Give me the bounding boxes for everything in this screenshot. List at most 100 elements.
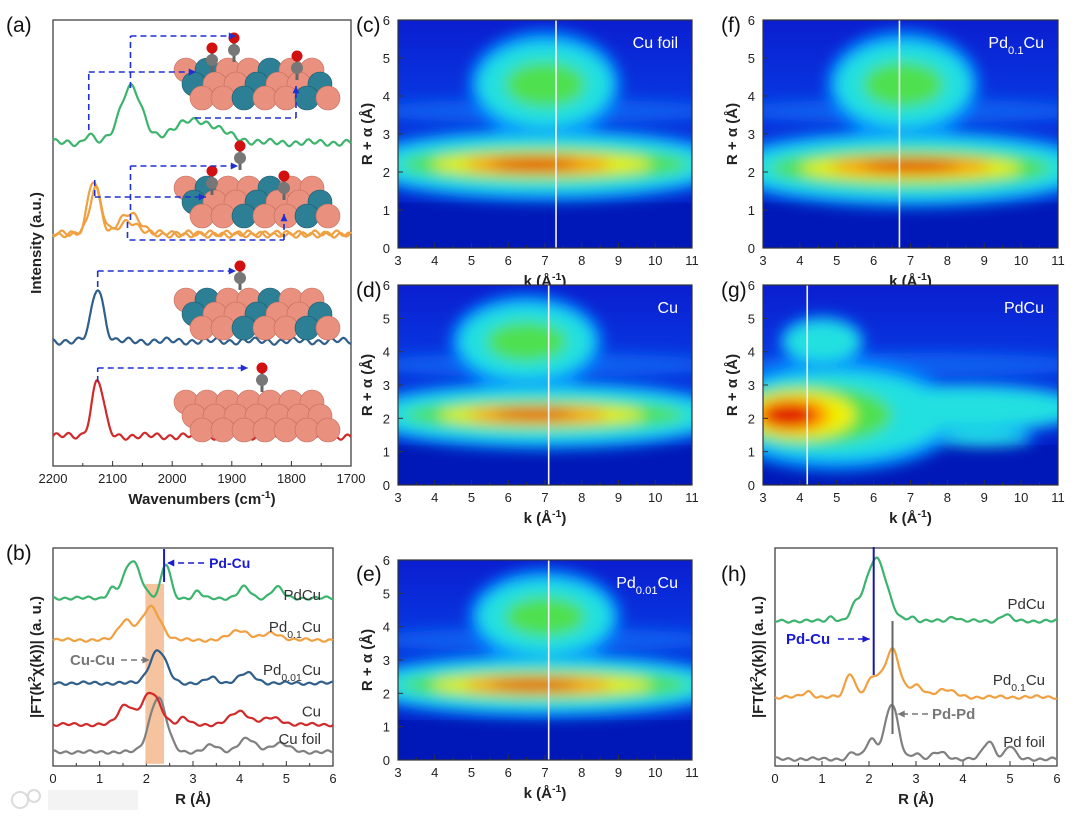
x-tick-label: 3	[394, 765, 401, 780]
cu-atom	[253, 316, 277, 340]
y-tick-label: 2	[748, 165, 755, 180]
x-axis-label: k (Å-1)	[524, 508, 567, 527]
x-tick-label: 5	[1006, 771, 1013, 786]
series-line	[53, 693, 333, 726]
y-axis-label: Intensity (a.u.)	[28, 192, 45, 294]
x-tick-label: 11	[1051, 490, 1065, 505]
x-axis-label-part: k (Å	[524, 785, 553, 802]
panel-label: (g)	[721, 279, 747, 302]
x-tick-label: 3	[189, 771, 196, 786]
sample-label-part: Cu foil	[633, 35, 678, 52]
panel-label: (b)	[6, 542, 32, 565]
oxygen-atom	[207, 166, 218, 177]
y-tick-label: 4	[383, 345, 390, 360]
x-tick-label: 7	[541, 253, 548, 268]
x-tick-label: 9	[981, 253, 988, 268]
x-tick-label: 7	[541, 490, 548, 505]
sample-label-part: Cu	[658, 575, 678, 592]
x-tick-label: 0	[49, 771, 56, 786]
series-label: Pd0.1Cu	[993, 672, 1045, 694]
pd-atom	[295, 204, 319, 228]
x-tick-label: 2000	[158, 471, 187, 486]
series-label-part: Cu	[1026, 672, 1045, 689]
oxygen-atom	[235, 261, 246, 272]
x-tick-label: 6	[505, 765, 512, 780]
y-axis-label-part: χ(k))| (a. u.)	[750, 596, 767, 676]
series-label: Cu	[302, 704, 321, 721]
x-tick-label: 4	[431, 253, 438, 268]
x-tick-label: 8	[944, 253, 951, 268]
x-tick-label: 11	[685, 253, 699, 268]
y-tick-label: 5	[383, 586, 390, 601]
heatmap-blob	[490, 159, 578, 170]
x-tick-label: 3	[394, 253, 401, 268]
x-tick-label: 1900	[217, 471, 246, 486]
x-tick-label: 9	[615, 765, 622, 780]
pd-atom	[232, 204, 256, 228]
x-tick-label: 5	[468, 765, 475, 780]
y-tick-label: 5	[748, 311, 755, 326]
arrowhead-icon	[898, 711, 905, 718]
x-axis-label-superscript: -1	[552, 271, 561, 283]
panel-label: (a)	[6, 14, 32, 37]
y-tick-label: 6	[383, 13, 390, 28]
heatmap-blob	[785, 322, 859, 362]
pd-atom	[295, 316, 319, 340]
sample-label-subscript: 0.01	[636, 585, 658, 597]
y-tick-label: 0	[748, 478, 755, 493]
x-axis-label-superscript: -1	[552, 783, 561, 795]
x-tick-label: 5	[283, 771, 290, 786]
sample-label-part: Cu	[658, 300, 678, 317]
x-tick-label: 1700	[337, 471, 366, 486]
y-tick-label: 0	[383, 753, 390, 768]
y-tick-label: 1	[748, 203, 755, 218]
x-tick-label: 6	[870, 490, 877, 505]
surface-model-illustration	[174, 363, 340, 443]
y-tick-label: 3	[383, 127, 390, 142]
x-tick-label: 4	[236, 771, 243, 786]
y-tick-label: 6	[383, 278, 390, 293]
carbon-atom	[206, 177, 218, 189]
cu-atom	[211, 204, 235, 228]
oxygen-atom	[235, 141, 246, 152]
sample-label: Cu foil	[633, 35, 678, 52]
heatmap-blob	[505, 597, 586, 637]
heatmap	[351, 20, 740, 248]
y-tick-label: 0	[383, 478, 390, 493]
x-axis-label-part: k (Å	[889, 510, 918, 527]
x-tick-label: 8	[578, 253, 585, 268]
heatmap-blob	[940, 432, 1029, 445]
carbon-atom	[234, 152, 246, 164]
surface-model-illustration	[174, 141, 340, 229]
series-label: Pd foil	[1003, 734, 1045, 751]
annotation-label: Pd-Cu	[209, 555, 250, 571]
cu-atom	[190, 418, 214, 442]
x-tick-label: 6	[505, 490, 512, 505]
x-tick-label: 2100	[98, 471, 127, 486]
cu-atom	[211, 86, 235, 110]
y-axis-label: R + α (Å)	[359, 354, 376, 416]
series-label: Pd0.01Cu	[263, 662, 321, 684]
x-tick-label: 10	[648, 765, 662, 780]
panel-label: (d)	[356, 279, 382, 302]
series-label-subscript: 0.1	[287, 629, 302, 641]
y-tick-label: 1	[383, 445, 390, 460]
x-axis-label-superscript: -1	[552, 508, 561, 520]
series-label: PdCu	[1007, 596, 1045, 613]
carbon-atom	[278, 182, 290, 194]
panel-label: (c)	[356, 14, 381, 37]
series-label-part: Pd	[263, 662, 281, 679]
cu-atom	[190, 204, 214, 228]
cu-atom	[190, 316, 214, 340]
x-axis-label: R (Å)	[898, 791, 934, 808]
x-tick-label: 8	[944, 490, 951, 505]
sample-label: PdCu	[1004, 300, 1044, 317]
heatmap-low-band	[398, 202, 692, 248]
x-tick-label: 2200	[39, 471, 68, 486]
x-tick-label: 9	[981, 490, 988, 505]
x-tick-label: 4	[431, 765, 438, 780]
x-tick-label: 9	[615, 490, 622, 505]
x-tick-label: 4	[959, 771, 966, 786]
heatmap-low-band	[398, 720, 692, 760]
